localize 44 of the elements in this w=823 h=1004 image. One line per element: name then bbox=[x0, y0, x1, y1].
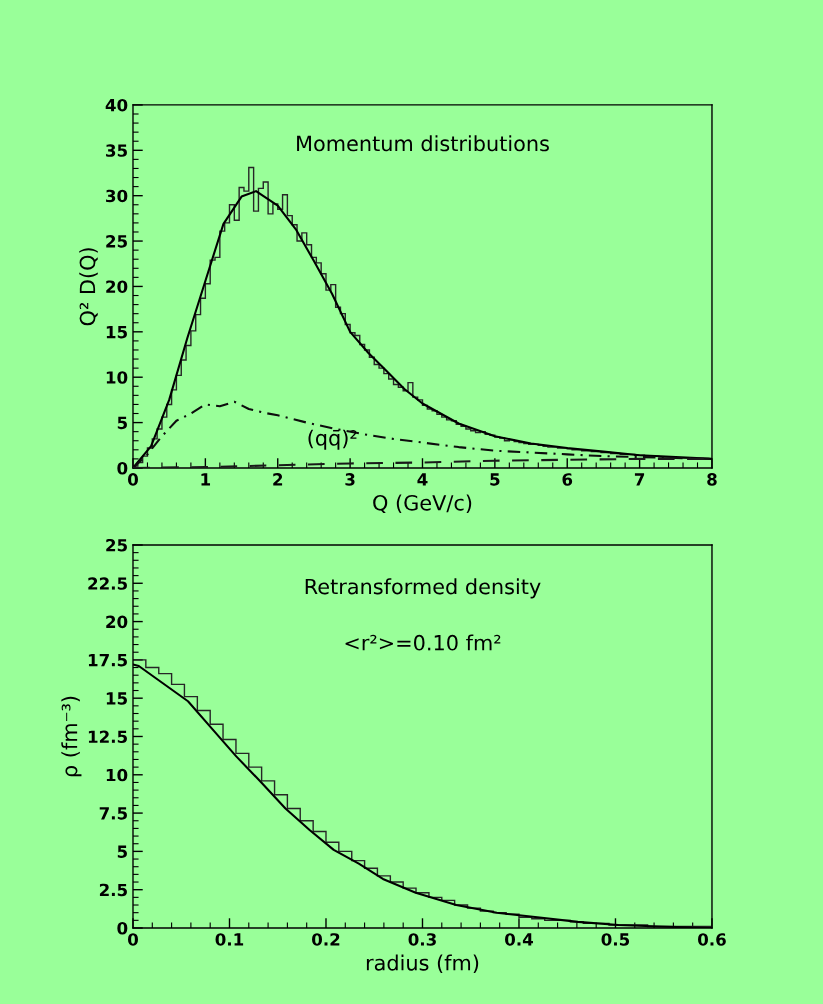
y-tick-label: 5 bbox=[117, 845, 127, 858]
y-tick-label: 0 bbox=[117, 461, 128, 475]
y-tick-label: 30 bbox=[106, 189, 128, 203]
x-tick-label: 0.2 bbox=[312, 933, 340, 946]
y-axis-title: Q² D(Q) bbox=[79, 248, 98, 326]
y-tick-label: 17.5 bbox=[88, 654, 127, 667]
x-tick-label: 7 bbox=[634, 473, 645, 486]
y-tick-label: 20 bbox=[106, 615, 128, 629]
y-tick-label: 15 bbox=[106, 326, 127, 339]
x-axis-title: Q (GeV/c) bbox=[373, 494, 472, 514]
x-tick-label: 3 bbox=[345, 473, 355, 486]
y-tick-label: 10 bbox=[106, 371, 128, 384]
x-tick-label: 0.4 bbox=[505, 933, 533, 946]
y-tick-label: 25 bbox=[106, 235, 127, 248]
y-axis-title: ρ (fm⁻³) bbox=[61, 696, 82, 777]
x-tick-label: 0.1 bbox=[215, 933, 244, 946]
y-tick-label: 2.5 bbox=[99, 883, 127, 897]
y-tick-label: 40 bbox=[105, 98, 128, 112]
y-tick-label: 5 bbox=[117, 416, 127, 430]
x-tick-label: 2 bbox=[273, 473, 283, 486]
y-tick-label: 0 bbox=[117, 921, 128, 935]
x-tick-label: 5 bbox=[490, 473, 500, 486]
x-tick-label: 0.5 bbox=[601, 933, 630, 946]
y-tick-label: 35 bbox=[106, 144, 127, 157]
x-tick-label: 6 bbox=[562, 473, 573, 486]
y-tick-label: 7.5 bbox=[99, 807, 127, 820]
y-tick-label: 22.5 bbox=[88, 577, 127, 590]
x-tick-label: 0.3 bbox=[408, 933, 436, 946]
text: Momentum distributions bbox=[297, 135, 549, 152]
y-tick-label: 12.5 bbox=[88, 730, 127, 744]
x-tick-label: 4 bbox=[417, 473, 428, 486]
x-tick-label: 0.6 bbox=[698, 933, 726, 946]
y-tick-label: 25 bbox=[106, 538, 127, 552]
x-tick-label: 0 bbox=[128, 473, 138, 486]
x-tick-label: 8 bbox=[707, 473, 717, 486]
x-axis-title: radius (fm) bbox=[366, 954, 479, 974]
y-tick-label: 20 bbox=[106, 280, 128, 294]
annotation: <r²>=0.10 fm² bbox=[345, 634, 501, 651]
text: Retransformed density bbox=[305, 578, 541, 599]
x-tick-label: 1 bbox=[201, 473, 211, 486]
y-tick-label: 15 bbox=[106, 692, 127, 705]
y-tick-label: 10 bbox=[106, 768, 128, 782]
annotation: (qq̄)² bbox=[308, 429, 357, 450]
x-tick-label: 0 bbox=[128, 933, 138, 946]
